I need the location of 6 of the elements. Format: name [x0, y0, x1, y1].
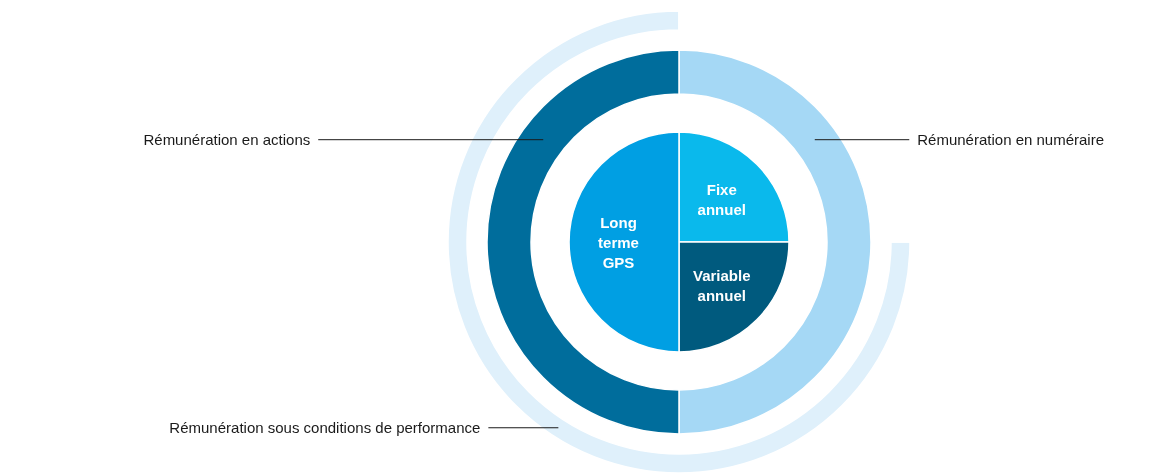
slice-label: Variable annuel — [693, 266, 751, 304]
slice-label: Rémunération sous conditions de performance — [169, 419, 481, 437]
slice-label: Rémunération en numéraire — [917, 131, 1105, 149]
slice-label: Fixe annuel — [697, 180, 746, 218]
slice-label: Long terme GPS — [598, 213, 639, 271]
slice-label: Rémunération en actions — [143, 131, 311, 149]
